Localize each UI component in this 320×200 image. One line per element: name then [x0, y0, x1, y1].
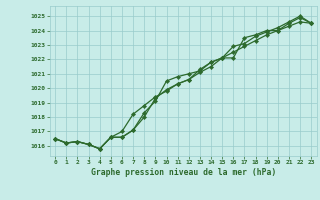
X-axis label: Graphe pression niveau de la mer (hPa): Graphe pression niveau de la mer (hPa) [91, 168, 276, 177]
